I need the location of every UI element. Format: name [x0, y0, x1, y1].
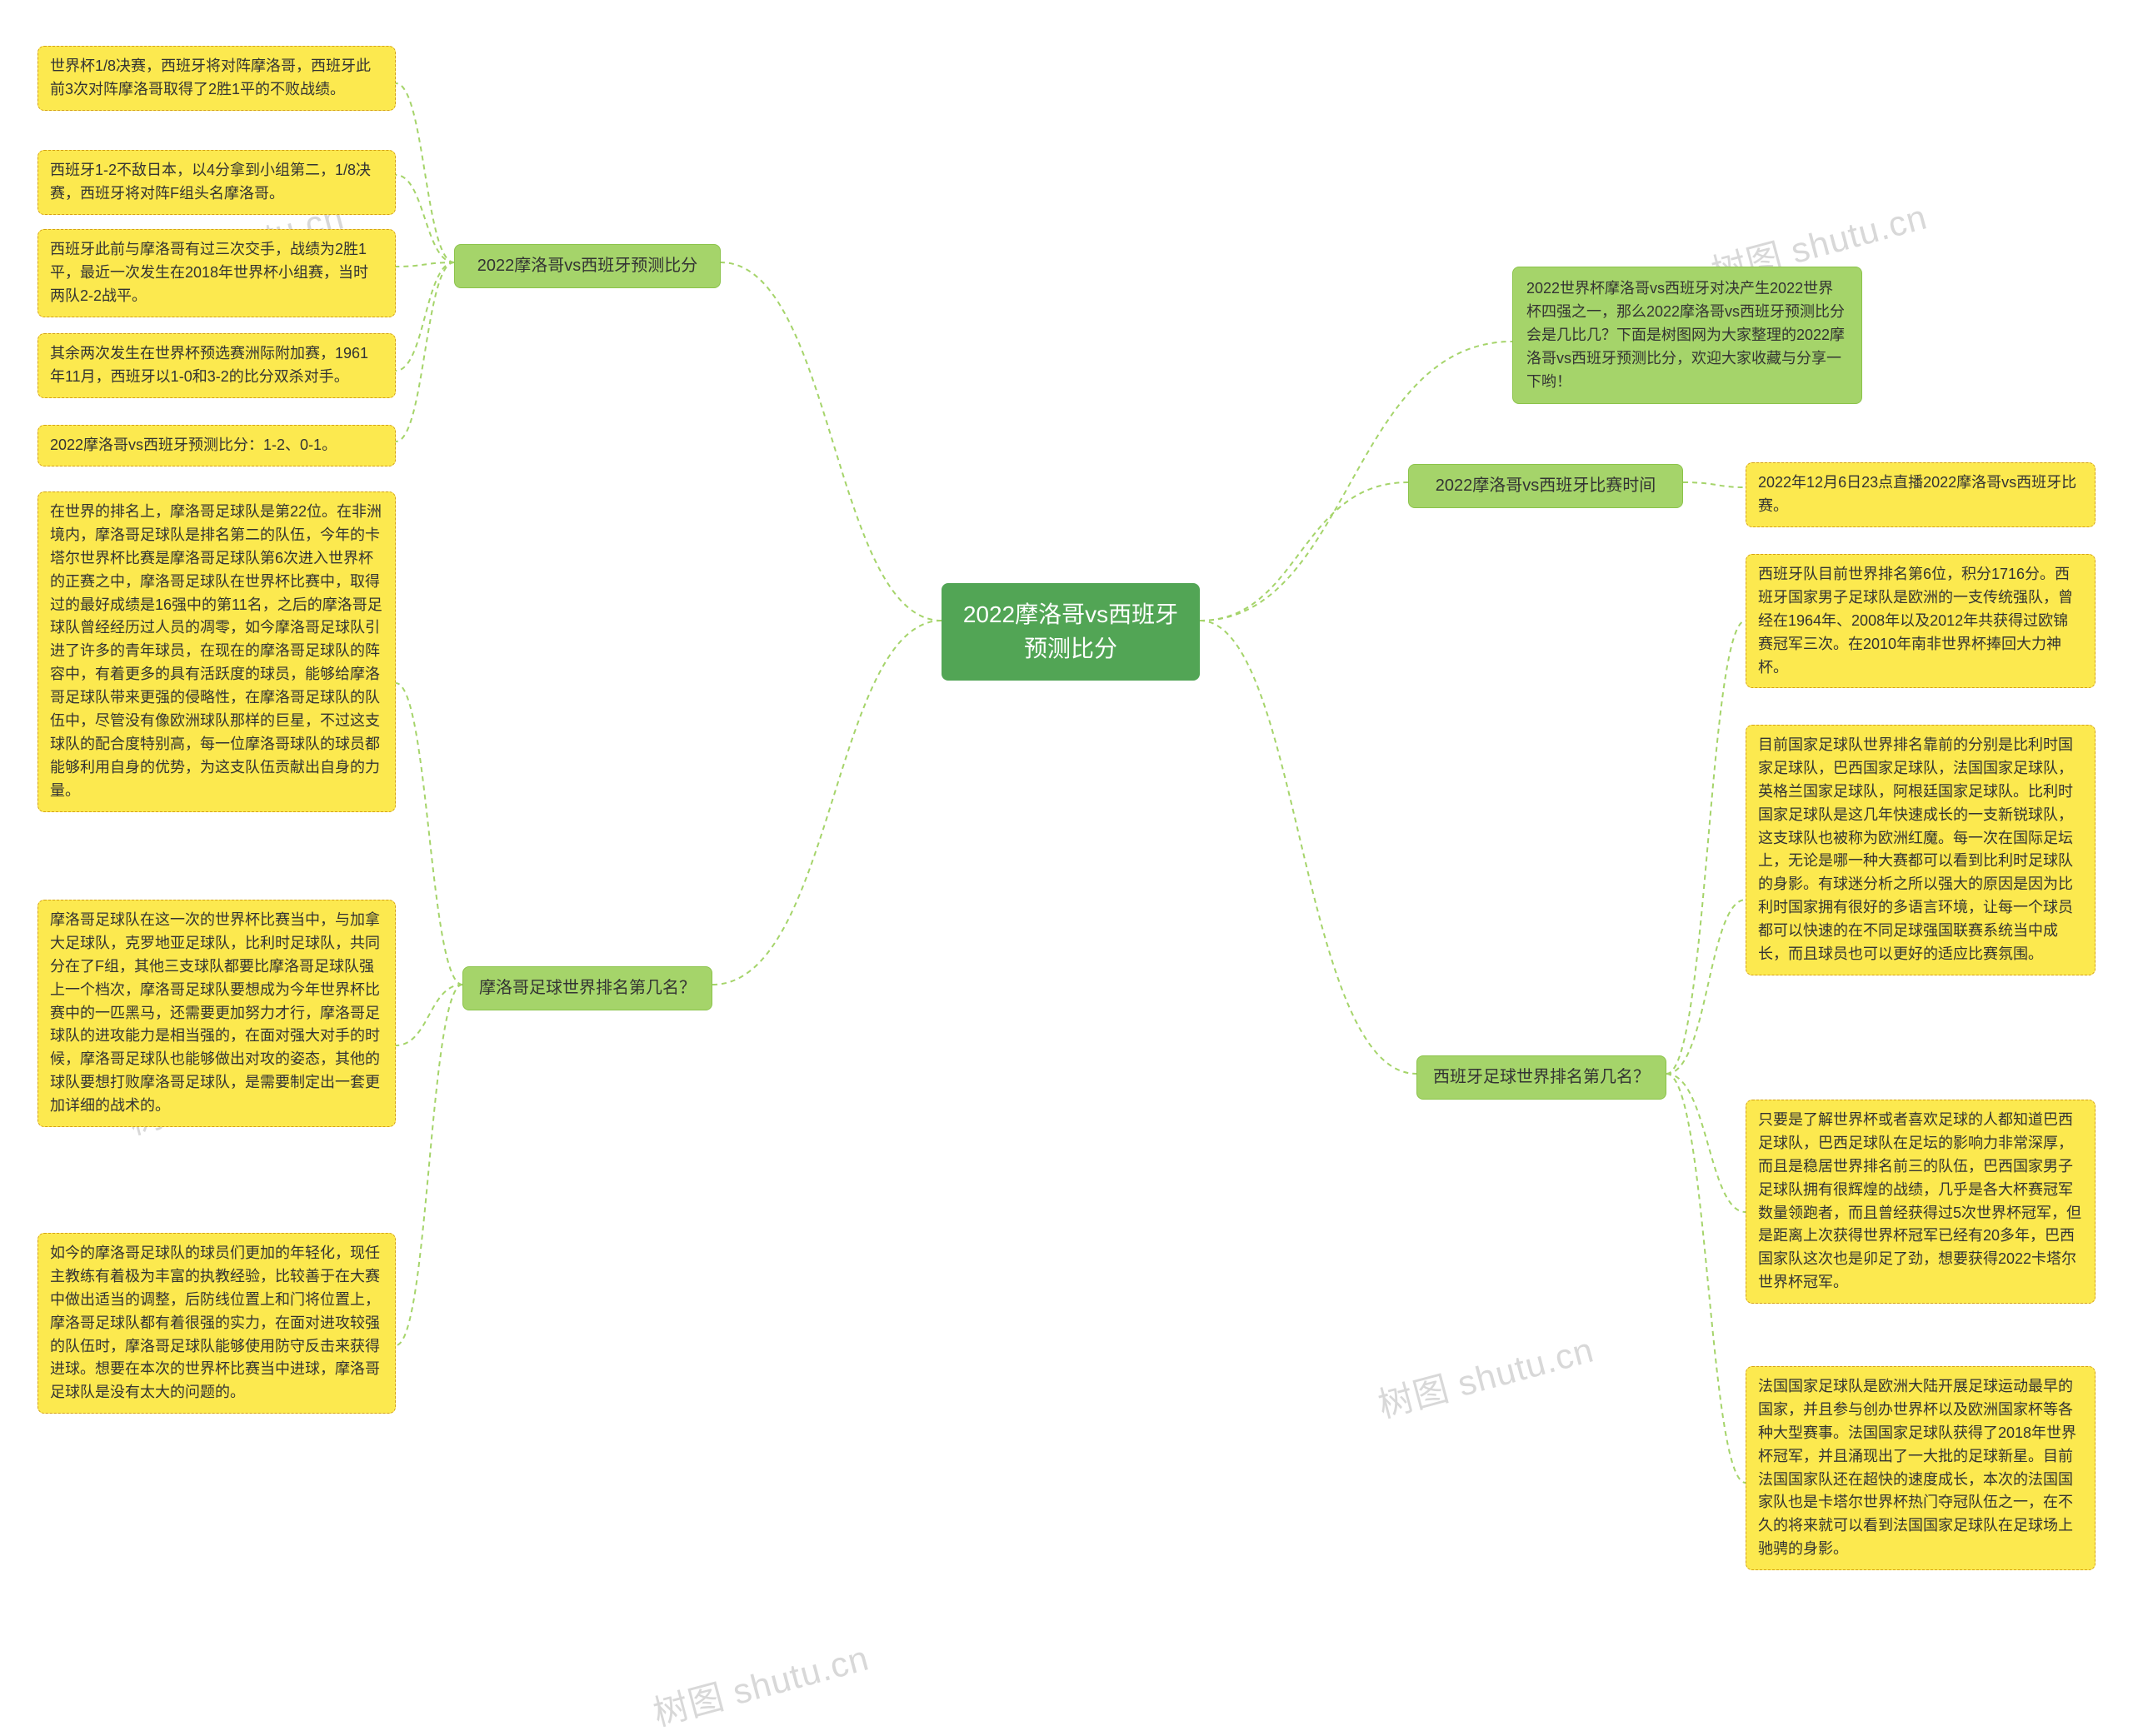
leaf-node: 摩洛哥足球队在这一次的世界杯比赛当中，与加拿大足球队，克罗地亚足球队，比利时足球… — [37, 900, 396, 1127]
leaf-node: 西班牙此前与摩洛哥有过三次交手，战绩为2胜1平，最近一次发生在2018年世界杯小… — [37, 229, 396, 317]
watermark: 树图 shutu.cn — [1372, 1322, 1599, 1429]
intro-node: 2022世界杯摩洛哥vs西班牙对决产生2022世界杯四强之一，那么2022摩洛哥… — [1512, 267, 1862, 404]
leaf-node: 如今的摩洛哥足球队的球员们更加的年轻化，现任主教练有着极为丰富的执教经验，比较善… — [37, 1233, 396, 1414]
leaf-node: 目前国家足球队世界排名靠前的分别是比利时国家足球队，巴西国家足球队，法国国家足球… — [1746, 725, 2096, 975]
leaf-node: 其余两次发生在世界杯预选赛洲际附加赛，1961年11月，西班牙以1-0和3-2的… — [37, 333, 396, 398]
leaf-node: 世界杯1/8决赛，西班牙将对阵摩洛哥，西班牙此前3次对阵摩洛哥取得了2胜1平的不… — [37, 46, 396, 111]
leaf-node: 只要是了解世界杯或者喜欢足球的人都知道巴西足球队，巴西足球队在足坛的影响力非常深… — [1746, 1100, 2096, 1304]
leaf-node: 西班牙队目前世界排名第6位，积分1716分。西班牙国家男子足球队是欧洲的一支传统… — [1746, 554, 2096, 688]
leaf-node: 西班牙1-2不敌日本，以4分拿到小组第二，1/8决赛，西班牙将对阵F组头名摩洛哥… — [37, 150, 396, 215]
leaf-node: 法国国家足球队是欧洲大陆开展足球运动最早的国家，并且参与创办世界杯以及欧洲国家杯… — [1746, 1366, 2096, 1570]
branch-left-morocco-rank: 摩洛哥足球世界排名第几名？ — [462, 966, 712, 1010]
branch-right-matchtime: 2022摩洛哥vs西班牙比赛时间 — [1408, 464, 1683, 508]
branch-left-prediction: 2022摩洛哥vs西班牙预测比分 — [454, 244, 721, 288]
branch-right-spain-rank: 西班牙足球世界排名第几名？ — [1416, 1055, 1666, 1100]
watermark: 树图 shutu.cn — [647, 1630, 874, 1736]
center-node: 2022摩洛哥vs西班牙预测比分 — [942, 583, 1200, 681]
leaf-node: 2022摩洛哥vs西班牙预测比分：1-2、0-1。 — [37, 425, 396, 466]
leaf-node: 2022年12月6日23点直播2022摩洛哥vs西班牙比赛。 — [1746, 462, 2096, 527]
leaf-node: 在世界的排名上，摩洛哥足球队是第22位。在非洲境内，摩洛哥足球队是排名第二的队伍… — [37, 491, 396, 812]
